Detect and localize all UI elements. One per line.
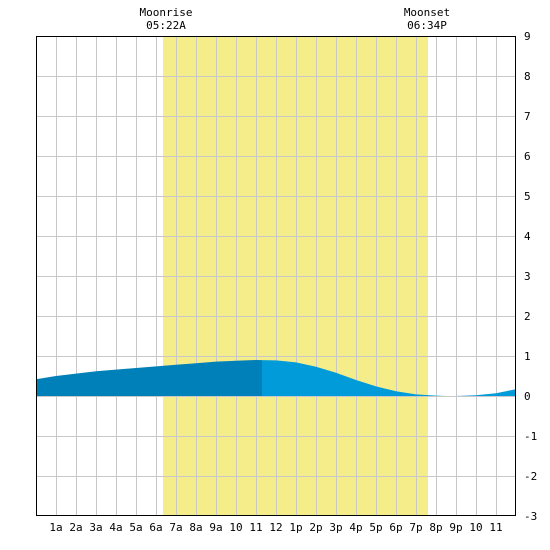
- x-tick-label: 5p: [369, 521, 382, 534]
- y-tick-label: 1: [524, 350, 531, 363]
- x-tick-label: 2p: [309, 521, 322, 534]
- y-tick-label: 3: [524, 270, 531, 283]
- x-tick-label: 12: [269, 521, 282, 534]
- x-tick-label: 4p: [349, 521, 362, 534]
- y-tick-label: 9: [524, 30, 531, 43]
- x-tick-label: 8a: [189, 521, 202, 534]
- x-tick-label: 3p: [329, 521, 342, 534]
- y-tick-label: 5: [524, 190, 531, 203]
- y-tick-label: -3: [524, 510, 537, 523]
- x-tick-label: 6p: [389, 521, 402, 534]
- x-tick-label: 6a: [149, 521, 162, 534]
- x-tick-label: 1p: [289, 521, 302, 534]
- x-tick-label: 10: [469, 521, 482, 534]
- plot-frame: [36, 36, 516, 516]
- y-tick-label: 2: [524, 310, 531, 323]
- x-tick-label: 1a: [49, 521, 62, 534]
- y-tick-label: 0: [524, 390, 531, 403]
- x-tick-label: 10: [229, 521, 242, 534]
- x-tick-label: 11: [249, 521, 262, 534]
- x-tick-label: 9p: [449, 521, 462, 534]
- tide-area-light: [262, 360, 516, 396]
- moonrise-title: Moonrise: [140, 6, 193, 19]
- x-tick-label: 4a: [109, 521, 122, 534]
- x-tick-label: 11: [489, 521, 502, 534]
- y-tick-label: 8: [524, 70, 531, 83]
- x-tick-label: 9a: [209, 521, 222, 534]
- moonset-time: 06:34P: [407, 19, 447, 32]
- y-tick-label: -1: [524, 430, 537, 443]
- x-tick-label: 8p: [429, 521, 442, 534]
- x-tick-label: 7p: [409, 521, 422, 534]
- y-tick-label: 4: [524, 230, 531, 243]
- x-tick-label: 5a: [129, 521, 142, 534]
- moonset-title: Moonset: [404, 6, 450, 19]
- y-tick-label: -2: [524, 470, 537, 483]
- y-tick-label: 6: [524, 150, 531, 163]
- tide-area-dark: [36, 360, 262, 396]
- y-tick-label: 7: [524, 110, 531, 123]
- x-tick-label: 2a: [69, 521, 82, 534]
- moonrise-time: 05:22A: [146, 19, 186, 32]
- x-tick-label: 7a: [169, 521, 182, 534]
- x-tick-label: 3a: [89, 521, 102, 534]
